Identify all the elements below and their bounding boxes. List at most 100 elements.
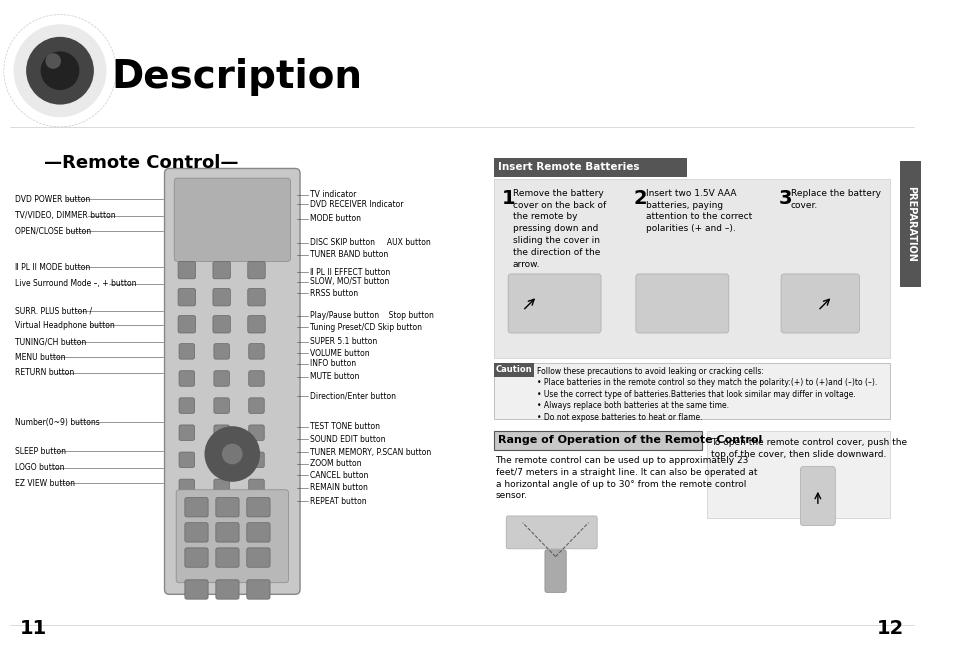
FancyBboxPatch shape [213,371,229,386]
FancyBboxPatch shape [249,344,264,359]
Text: TUNER MEMORY, P.SCAN button: TUNER MEMORY, P.SCAN button [310,448,431,457]
Text: REMAIN button: REMAIN button [310,484,367,492]
FancyBboxPatch shape [179,344,194,359]
Text: TEST TONE button: TEST TONE button [310,422,379,432]
Circle shape [46,53,61,69]
Circle shape [41,51,79,90]
Text: Number(0~9) buttons: Number(0~9) buttons [14,418,99,426]
FancyBboxPatch shape [247,498,270,517]
Text: TV indicator: TV indicator [310,190,355,199]
Circle shape [205,427,259,481]
Text: Description: Description [112,57,362,95]
FancyBboxPatch shape [185,498,208,517]
FancyBboxPatch shape [800,467,835,525]
Circle shape [222,444,242,464]
FancyBboxPatch shape [636,274,728,333]
Text: Range of Operation of the Remote Control: Range of Operation of the Remote Control [497,436,761,446]
Text: To open the remote control cover, push the
top of the cover, then slide downward: To open the remote control cover, push t… [711,438,906,460]
FancyBboxPatch shape [249,452,264,468]
Text: DVD POWER button: DVD POWER button [14,195,90,204]
FancyBboxPatch shape [900,161,921,286]
Text: INFO button: INFO button [310,360,355,368]
FancyBboxPatch shape [179,506,194,521]
Text: 11: 11 [19,619,47,638]
FancyBboxPatch shape [179,425,194,440]
Text: Replace the battery
cover.: Replace the battery cover. [790,188,880,210]
FancyBboxPatch shape [249,425,264,440]
FancyBboxPatch shape [213,288,230,306]
Text: MENU button: MENU button [14,353,65,362]
FancyBboxPatch shape [213,479,229,495]
FancyBboxPatch shape [249,506,264,521]
FancyBboxPatch shape [247,548,270,567]
Text: EZ VIEW button: EZ VIEW button [14,479,74,488]
Text: Remove the battery
cover on the back of
the remote by
pressing down and
sliding : Remove the battery cover on the back of … [513,188,605,268]
Text: 2: 2 [634,188,647,208]
FancyBboxPatch shape [178,316,195,333]
FancyBboxPatch shape [185,523,208,542]
Circle shape [13,24,107,117]
FancyBboxPatch shape [174,178,290,261]
Text: CANCEL button: CANCEL button [310,471,368,480]
Text: SOUND EDIT button: SOUND EDIT button [310,435,385,444]
Text: Live Surround Mode –, + button: Live Surround Mode –, + button [14,279,136,288]
Text: Tuning Preset/CD Skip button: Tuning Preset/CD Skip button [310,323,421,332]
Text: MODE button: MODE button [310,214,360,223]
FancyBboxPatch shape [249,533,264,549]
FancyBboxPatch shape [179,398,194,414]
FancyBboxPatch shape [249,371,264,386]
FancyBboxPatch shape [215,523,239,542]
Text: DISC SKIP button     AUX button: DISC SKIP button AUX button [310,238,430,248]
Text: The remote control can be used up to approximately 23
feet/7 meters in a straigh: The remote control can be used up to app… [495,456,757,500]
Text: Virtual Headphone button: Virtual Headphone button [14,321,114,330]
FancyBboxPatch shape [185,580,208,599]
FancyBboxPatch shape [248,288,265,306]
FancyBboxPatch shape [508,274,600,333]
Text: RRSS button: RRSS button [310,289,357,298]
FancyBboxPatch shape [249,479,264,495]
Text: RETURN button: RETURN button [14,368,73,377]
FancyBboxPatch shape [706,431,889,518]
FancyBboxPatch shape [781,274,859,333]
Text: TUNING/CH button: TUNING/CH button [14,337,86,346]
FancyBboxPatch shape [493,363,534,376]
Text: PREPARATION: PREPARATION [904,186,915,262]
FancyBboxPatch shape [213,533,229,549]
Text: Play/Pause button    Stop button: Play/Pause button Stop button [310,311,434,320]
FancyBboxPatch shape [493,363,889,419]
FancyBboxPatch shape [249,561,264,576]
Text: Insert Remote Batteries: Insert Remote Batteries [497,163,639,172]
Text: TV/VIDEO, DIMMER button: TV/VIDEO, DIMMER button [14,211,115,220]
Text: Follow these precautions to avoid leaking or cracking cells:
• Place batteries i: Follow these precautions to avoid leakin… [537,367,877,422]
FancyBboxPatch shape [179,371,194,386]
Text: REPEAT button: REPEAT button [310,497,366,506]
FancyBboxPatch shape [185,548,208,567]
FancyBboxPatch shape [179,479,194,495]
FancyBboxPatch shape [213,344,229,359]
FancyBboxPatch shape [213,452,229,468]
FancyBboxPatch shape [213,506,229,521]
Text: 3: 3 [779,188,792,208]
FancyBboxPatch shape [506,516,597,549]
FancyBboxPatch shape [164,168,300,594]
Text: TUNER BAND button: TUNER BAND button [310,250,388,259]
Text: Ⅱ PL II EFFECT button: Ⅱ PL II EFFECT button [310,268,390,276]
FancyBboxPatch shape [213,398,229,414]
FancyBboxPatch shape [248,316,265,333]
Text: Ⅱ PL II MODE button: Ⅱ PL II MODE button [14,262,90,272]
FancyBboxPatch shape [247,580,270,599]
FancyBboxPatch shape [213,261,230,279]
Text: DVD RECEIVER Indicator: DVD RECEIVER Indicator [310,200,403,208]
FancyBboxPatch shape [247,523,270,542]
Text: OPEN/CLOSE button: OPEN/CLOSE button [14,227,91,236]
FancyBboxPatch shape [493,179,889,358]
FancyBboxPatch shape [178,261,195,279]
FancyBboxPatch shape [179,452,194,468]
Circle shape [26,37,93,105]
FancyBboxPatch shape [213,425,229,440]
FancyBboxPatch shape [213,561,229,576]
Text: Caution: Caution [496,365,532,374]
FancyBboxPatch shape [493,158,686,177]
FancyBboxPatch shape [215,548,239,567]
Text: SUPER 5.1 button: SUPER 5.1 button [310,337,376,346]
